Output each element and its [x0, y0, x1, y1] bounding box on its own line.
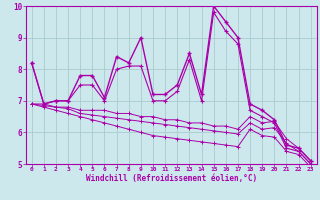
X-axis label: Windchill (Refroidissement éolien,°C): Windchill (Refroidissement éolien,°C): [86, 174, 257, 183]
